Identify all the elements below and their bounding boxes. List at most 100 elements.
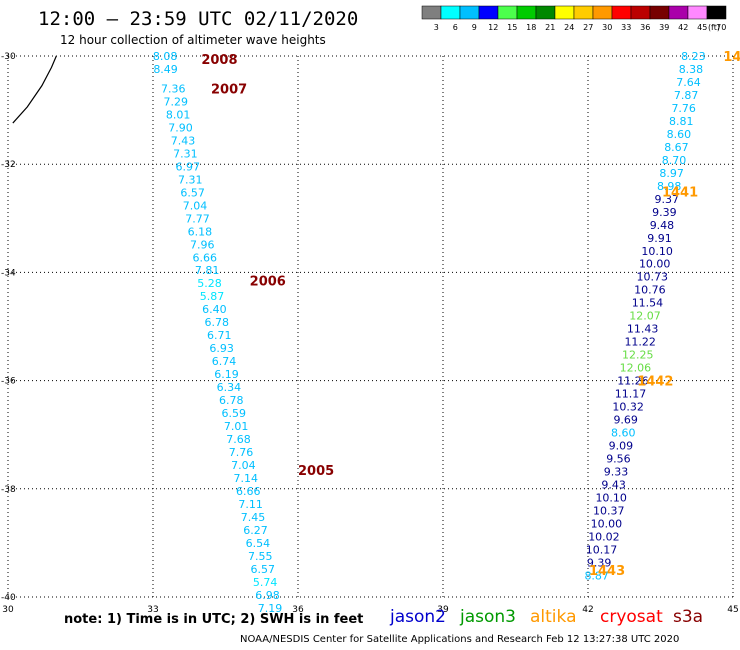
swh-point: 7.76	[229, 446, 254, 459]
legend-swatch	[497, 5, 518, 20]
swh-point: 9.09	[609, 440, 634, 453]
swh-point: 9.39	[652, 206, 677, 219]
coastline-path	[12, 55, 57, 124]
x-tick-label: 42	[582, 605, 593, 615]
swh-point: 7.55	[248, 550, 273, 563]
wave-height-points: 8.088.497.367.298.017.907.437.316.977.31…	[153, 50, 706, 615]
time-label: 2006	[250, 275, 286, 290]
satellite-cryosat: cryosat	[600, 607, 663, 627]
legend-swatch	[630, 5, 651, 20]
swh-point: 6.19	[214, 368, 239, 381]
swh-point: 9.39	[587, 556, 612, 569]
legend-label: 18	[526, 23, 536, 32]
legend-label: 6	[453, 23, 458, 32]
legend-label: 45	[697, 23, 707, 32]
swh-point: 9.43	[601, 478, 626, 491]
swh-point: 7.64	[676, 76, 701, 89]
legend-swatch	[459, 5, 480, 20]
swh-point: 6.74	[212, 355, 237, 368]
time-label: 2007	[211, 82, 247, 97]
legend-swatch	[440, 5, 461, 20]
swh-point: 7.04	[183, 199, 208, 212]
footer-note: note: 1) Time is in UTC; 2) SWH is in fe…	[64, 612, 364, 627]
swh-point: 10.37	[593, 504, 625, 517]
swh-point: 6.66	[236, 485, 261, 498]
y-tick-label: -32	[1, 160, 16, 170]
swh-point: 8.67	[664, 141, 689, 154]
y-tick-label: -34	[1, 268, 16, 278]
swh-point: 7.04	[231, 459, 256, 472]
legend-unit: (ft)	[708, 23, 720, 32]
swh-point: 10.10	[641, 245, 673, 258]
swh-point: 6.40	[202, 303, 227, 316]
swh-point: 12.25	[622, 349, 654, 362]
legend-swatch	[706, 5, 727, 20]
legend-swatch	[554, 5, 575, 20]
grid-lines	[7, 55, 734, 598]
swh-point: 10.00	[639, 258, 671, 271]
swh-point: 10.76	[634, 284, 666, 297]
time-label: 1442	[637, 375, 673, 390]
legend-label: 27	[583, 23, 593, 32]
swh-point: 12.07	[629, 310, 661, 323]
legend-label: 70	[716, 23, 726, 32]
legend-label: 15	[507, 23, 517, 32]
swh-point: 8.97	[659, 167, 684, 180]
time-labels: 2008 2007 2006 2005 1441 1442 1443 14	[201, 50, 740, 579]
time-label: 1443	[589, 564, 625, 579]
legend-swatch	[421, 5, 442, 20]
swh-point: 7.01	[224, 420, 249, 433]
swh-point: 6.57	[250, 563, 275, 576]
swh-point: 7.81	[195, 264, 220, 277]
swh-point: 7.90	[168, 121, 193, 134]
swh-point: 10.32	[612, 401, 644, 414]
x-tick-label: 39	[437, 605, 449, 615]
swh-point: 6.57	[180, 186, 205, 199]
swh-point: 7.45	[241, 511, 266, 524]
legend-label: 33	[621, 23, 631, 32]
swh-point: 6.78	[205, 316, 230, 329]
legend-swatch	[478, 5, 499, 20]
swh-point: 7.96	[190, 238, 215, 251]
swh-point: 11.43	[627, 323, 659, 336]
swh-point: 7.31	[173, 147, 198, 160]
swh-point: 10.00	[591, 517, 623, 530]
legend-swatch	[649, 5, 670, 20]
swh-point: 5.87	[200, 290, 225, 303]
legend-label: 12	[488, 23, 498, 32]
swh-point: 7.68	[226, 433, 251, 446]
swh-point: 12.06	[620, 362, 652, 375]
chart-title: 12:00 – 23:59 UTC 02/11/2020	[38, 8, 359, 30]
x-tick-label: 36	[292, 605, 304, 615]
swh-point: 11.22	[624, 336, 656, 349]
swh-point: 7.36	[161, 82, 186, 95]
legend-label: 24	[564, 23, 574, 32]
swh-point: 9.69	[613, 414, 638, 427]
swh-point: 8.49	[153, 63, 178, 76]
swh-point: 6.66	[192, 251, 217, 264]
legend-swatch	[516, 5, 537, 20]
swh-point: 8.08	[153, 50, 178, 63]
swh-point: 8.70	[662, 154, 687, 167]
swh-point: 7.29	[163, 95, 188, 108]
swh-point: 10.02	[588, 530, 620, 543]
time-label: 1441	[662, 185, 698, 200]
swh-point: 8.87	[584, 569, 609, 582]
satellite-jason2: jason2	[390, 607, 446, 627]
swh-point: 7.31	[178, 173, 203, 186]
coastline	[12, 55, 57, 124]
swh-point: 11.26	[617, 375, 649, 388]
y-tick-label: -38	[1, 485, 16, 495]
x-tick-label: 30	[2, 605, 14, 615]
swh-point: 6.27	[243, 524, 268, 537]
swh-point: 8.01	[166, 108, 191, 121]
y-tick-label: -40	[1, 593, 16, 603]
swh-point: 9.48	[650, 219, 675, 232]
swh-point: 8.81	[669, 115, 694, 128]
swh-point: 6.54	[246, 537, 271, 550]
swh-point: 5.74	[253, 576, 278, 589]
legend-swatch	[535, 5, 556, 20]
legend-swatch	[687, 5, 708, 20]
swh-point: 6.78	[219, 394, 244, 407]
